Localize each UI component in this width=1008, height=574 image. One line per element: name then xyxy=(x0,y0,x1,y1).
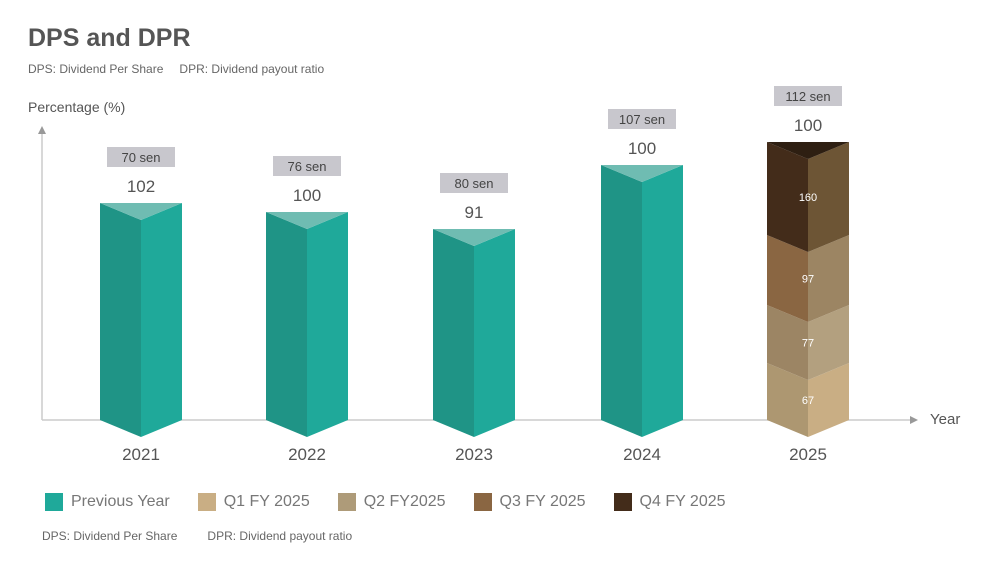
legend-swatch xyxy=(45,493,63,511)
dps-badge xyxy=(440,173,508,193)
legend-label: Q3 FY 2025 xyxy=(499,493,586,510)
x-tick-label: 2022 xyxy=(288,445,326,464)
dps-label: 80 sen xyxy=(454,176,493,191)
dps-label: 76 sen xyxy=(287,159,326,174)
legend-item: Q1 FY 2025 xyxy=(197,493,310,511)
dps-badge xyxy=(107,147,175,167)
segment-Q4-FY-2025-right-face xyxy=(808,142,849,252)
legend-item: Previous Year xyxy=(45,493,170,511)
legend-swatch xyxy=(613,493,632,511)
bar-top-2024 xyxy=(601,165,683,182)
bar-2021-right-face xyxy=(141,203,182,437)
bar-top-2023 xyxy=(433,229,515,246)
legend-label: Q4 FY 2025 xyxy=(639,493,726,510)
segment-Q4-FY-2025-left-face xyxy=(767,142,808,252)
legend-swatch xyxy=(197,493,216,511)
subtitle: DPS: Dividend Per Share DPR: Dividend pay… xyxy=(28,62,340,76)
segment-Q1-FY-2025-left-face xyxy=(767,363,808,437)
segment-Q2-FY2025-right-face xyxy=(808,305,849,380)
segment-Q4-FY-2025-label: 160 xyxy=(799,192,817,204)
legend-swatch xyxy=(337,493,356,511)
dpr-label: 91 xyxy=(465,203,484,222)
legend-item: Q2 FY2025 xyxy=(337,493,446,511)
x-tick-label: 2021 xyxy=(122,445,160,464)
bar-top-2025 xyxy=(767,142,849,159)
dpr-label: 100 xyxy=(628,139,656,158)
dpr-note: DPR: Dividend payout ratio xyxy=(179,62,325,76)
segment-Q1-FY-2025-right-face xyxy=(808,363,849,437)
y-axis-arrow xyxy=(38,126,46,134)
footer-notes: DPS: Dividend Per Share DPR: Dividend pay… xyxy=(42,529,382,543)
dpr-label: 100 xyxy=(794,116,822,135)
dpr-footnote: DPR: Dividend payout ratio xyxy=(207,529,353,543)
dps-label: 112 sen xyxy=(785,89,830,104)
segment-Q3-FY-2025-left-face xyxy=(767,235,808,322)
x-tick-label: 2025 xyxy=(789,445,827,464)
x-axis-label: Year xyxy=(930,411,961,428)
bar-2023-left-face xyxy=(433,229,474,437)
bar-2022-left-face xyxy=(266,212,307,437)
segment-Q1-FY-2025-label: 67 xyxy=(802,395,814,407)
legend-item: Q4 FY 2025 xyxy=(613,493,726,511)
dps-label: 107 sen xyxy=(619,112,665,127)
bar-2024-left-face xyxy=(601,165,642,437)
legend-label: Q2 FY2025 xyxy=(363,493,446,510)
dps-note: DPS: Dividend Per Share xyxy=(28,62,164,76)
dps-footnote: DPS: Dividend Per Share xyxy=(42,529,178,543)
dps-label: 70 sen xyxy=(121,150,160,165)
dpr-label: 100 xyxy=(293,186,321,205)
legend-label: Previous Year xyxy=(71,493,170,510)
bar-2021-left-face xyxy=(100,203,141,437)
dps-badge xyxy=(774,86,842,106)
x-tick-label: 2023 xyxy=(455,445,493,464)
bar-top-2022 xyxy=(266,212,348,229)
legend: Previous Year Q1 FY 2025 Q2 FY2025 Q3 FY 20… xyxy=(45,493,754,511)
chart-title: DPS and DPR xyxy=(28,24,191,52)
x-tick-label: 2024 xyxy=(623,445,661,464)
bar-2023-right-face xyxy=(474,229,515,437)
segment-Q2-FY2025-left-face xyxy=(767,305,808,380)
legend-swatch xyxy=(473,493,492,511)
bar-top-2021 xyxy=(100,203,182,220)
legend-label: Q1 FY 2025 xyxy=(223,493,310,510)
legend-item: Q3 FY 2025 xyxy=(473,493,586,511)
bar-2022-right-face xyxy=(307,212,348,437)
segment-Q2-FY2025-label: 77 xyxy=(802,338,814,350)
segment-Q3-FY-2025-label: 97 xyxy=(802,274,814,286)
dps-badge xyxy=(608,109,676,129)
segment-Q3-FY-2025-right-face xyxy=(808,235,849,322)
dps-badge xyxy=(273,156,341,176)
x-axis-arrow xyxy=(910,416,918,424)
dpr-label: 102 xyxy=(127,177,155,196)
y-axis-label: Percentage (%) xyxy=(28,99,126,115)
bar-2024-right-face xyxy=(642,165,683,437)
